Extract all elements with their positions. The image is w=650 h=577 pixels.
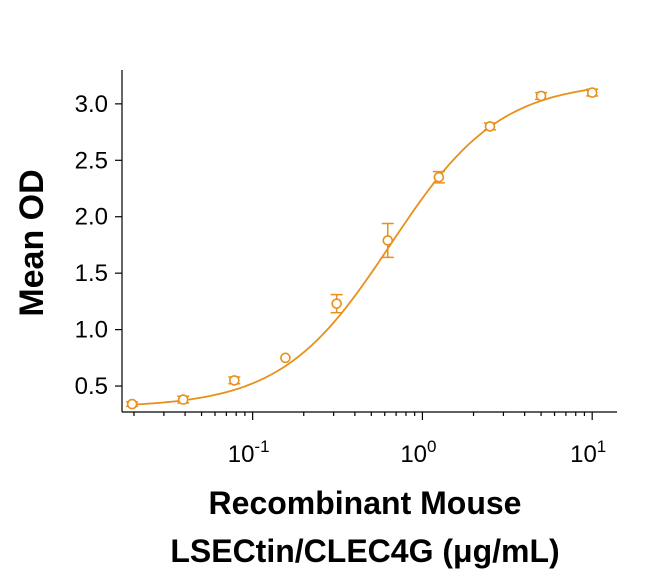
data-marker: [586, 87, 598, 98]
data-point: [126, 398, 139, 410]
y-ticks: 0.5 1.0 1.5 2.0 2.5 3.0: [75, 91, 122, 400]
y-tick-label: 2.5: [75, 147, 108, 174]
fit-curve: [132, 88, 593, 406]
y-tick-label: 2.0: [75, 204, 108, 231]
x-ticks: 10-1 100 101: [133, 412, 606, 468]
data-marker: [229, 375, 240, 386]
y-tick-label: 1.0: [75, 317, 108, 344]
data-point: [535, 90, 548, 102]
data-point: [432, 170, 445, 184]
data-marker: [433, 171, 445, 183]
data-marker: [280, 352, 291, 364]
x-tick-label: 10-1: [228, 437, 270, 468]
x-tick-label: 100: [400, 437, 436, 468]
data-point: [177, 394, 190, 405]
y-axis-title: Mean OD: [13, 169, 51, 316]
data-marker: [382, 235, 394, 246]
data-points: [126, 87, 599, 410]
y-tick-label: 0.5: [75, 373, 108, 400]
data-marker: [177, 394, 189, 405]
data-point: [280, 352, 291, 364]
data-marker: [484, 121, 496, 132]
data-marker: [331, 298, 342, 309]
x-tick-label: 101: [570, 437, 606, 468]
axes: [121, 70, 617, 413]
y-tick-label: 3.0: [75, 91, 108, 118]
data-marker: [535, 90, 547, 102]
data-point: [381, 222, 394, 259]
data-point: [586, 87, 599, 98]
data-marker: [126, 398, 138, 410]
data-point: [228, 375, 241, 386]
data-point: [330, 293, 343, 314]
x-axis-title-line1: Recombinant Mouse: [209, 485, 522, 521]
x-axis-title-line2: LSECtin/CLEC4G (μg/mL): [170, 533, 559, 569]
data-point: [483, 121, 496, 132]
y-tick-label: 1.5: [75, 260, 108, 287]
